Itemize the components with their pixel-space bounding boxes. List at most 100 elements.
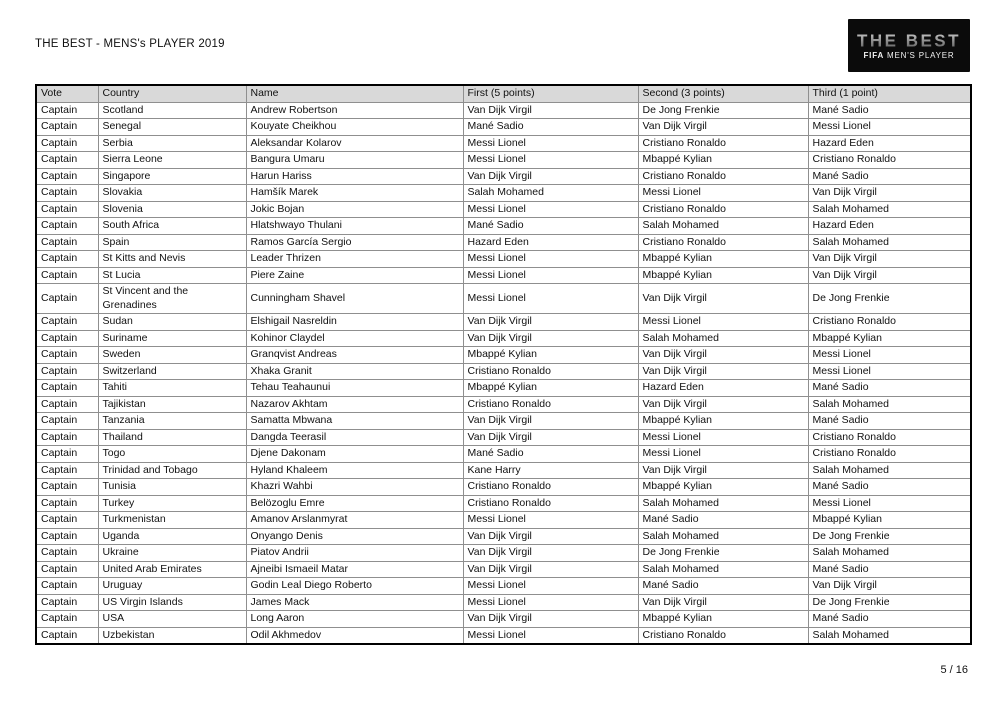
table-cell: Messi Lionel <box>637 428 809 446</box>
table-cell: De Jong Frenkie <box>807 593 972 611</box>
table-cell: Van Dijk Virgil <box>462 101 639 119</box>
table-cell: James Mack <box>245 593 464 611</box>
table-cell: Van Dijk Virgil <box>807 184 972 202</box>
table-cell: Salah Mohamed <box>637 527 809 545</box>
table-cell: Captain <box>35 461 99 479</box>
table-cell: Ajneibi Ismaeil Matar <box>245 560 464 578</box>
table-cell: De Jong Frenkie <box>637 101 809 119</box>
table-cell: Messi Lionel <box>462 577 639 595</box>
table-cell: Van Dijk Virgil <box>807 577 972 595</box>
table-cell: Messi Lionel <box>462 134 639 152</box>
table-cell: Hazard Eden <box>807 134 972 152</box>
table-cell: Captain <box>35 346 99 364</box>
table-row: Captain Sudan Elshigail Nasreldin Van Dijk … <box>35 313 972 331</box>
table-cell: Van Dijk Virgil <box>637 395 809 413</box>
table-cell: De Jong Frenkie <box>637 544 809 562</box>
table-cell: Turkey <box>97 494 247 512</box>
table-cell: Messi Lionel <box>637 313 809 331</box>
header-row: Vote Country Name First (5 points) Second (3… <box>35 84 972 103</box>
table-row: Captain USA Long Aaron Van Dijk Virgil Mbapp… <box>35 610 972 628</box>
table-cell: Captain <box>35 412 99 430</box>
table-cell: De Jong Frenkie <box>807 527 972 545</box>
table-cell: Odil Akhmedov <box>245 626 464 645</box>
table-cell: Turkmenistan <box>97 511 247 529</box>
table-cell: Captain <box>35 494 99 512</box>
table-cell: Captain <box>35 445 99 463</box>
table-cell: Captain <box>35 379 99 397</box>
table-row: Captain St Vincent and the Grenadines Cunn… <box>35 283 972 314</box>
table-cell: Mbappé Kylian <box>807 511 972 529</box>
page-number: 5 / 16 <box>940 664 968 676</box>
table-row: Captain St Lucia Piere Zaine Messi Lionel Mb… <box>35 266 972 284</box>
table-row: Captain South Africa Hlatshwayo Thulani Man… <box>35 217 972 235</box>
table-cell: Van Dijk Virgil <box>807 266 972 284</box>
table-cell: Kane Harry <box>462 461 639 479</box>
table-cell: Belözoglu Emre <box>245 494 464 512</box>
fifa-label: FIFA <box>863 50 885 60</box>
table-row: Captain Thailand Dangda Teerasil Van Dijk V… <box>35 428 972 446</box>
table-cell: Hazard Eden <box>807 217 972 235</box>
table-cell: Captain <box>35 266 99 284</box>
table-cell: Captain <box>35 478 99 496</box>
table-cell: Cristiano Ronaldo <box>637 167 809 185</box>
table-cell: Captain <box>35 362 99 380</box>
table-cell: Elshigail Nasreldin <box>245 313 464 331</box>
table-cell: Captain <box>35 151 99 169</box>
table-cell: Mbappé Kylian <box>637 412 809 430</box>
table-cell: De Jong Frenkie <box>807 283 972 314</box>
table-cell: Mané Sadio <box>637 577 809 595</box>
table-cell: Dangda Teerasil <box>245 428 464 446</box>
table-cell: Messi Lionel <box>462 200 639 218</box>
table-cell: Captain <box>35 511 99 529</box>
table-cell: Captain <box>35 544 99 562</box>
table-row: Captain Tanzania Samatta Mbwana Van Dijk Vi… <box>35 412 972 430</box>
table-cell: Kouyate Cheikhou <box>245 118 464 136</box>
table-row: Captain Turkmenistan Amanov Arslanmyrat Mes… <box>35 511 972 529</box>
votes-table: Vote Country Name First (5 points) Second (3… <box>35 84 972 645</box>
table-cell: Messi Lionel <box>462 511 639 529</box>
table-cell: Van Dijk Virgil <box>462 313 639 331</box>
votes-table-header: Vote Country Name First (5 points) Second (3… <box>35 84 972 103</box>
table-cell: Jokic Bojan <box>245 200 464 218</box>
table-cell: Uganda <box>97 527 247 545</box>
table-row: Captain US Virgin Islands James Mack Messi … <box>35 593 972 611</box>
table-cell: Sweden <box>97 346 247 364</box>
table-cell: Captain <box>35 395 99 413</box>
table-cell: Hyland Khaleem <box>245 461 464 479</box>
table-cell: Scotland <box>97 101 247 119</box>
page-title: THE BEST - MENS's PLAYER 2019 <box>35 38 225 50</box>
table-cell: Serbia <box>97 134 247 152</box>
table-cell: Captain <box>35 593 99 611</box>
table-cell: Captain <box>35 101 99 119</box>
table-cell: Van Dijk Virgil <box>462 329 639 347</box>
votes-table-body: Captain Scotland Andrew Robertson Van Dijk … <box>35 101 972 645</box>
table-cell: Ramos García Sergio <box>245 233 464 251</box>
table-cell: US Virgin Islands <box>97 593 247 611</box>
table-cell: Mbappé Kylian <box>637 250 809 268</box>
column-header: Third (1 point) <box>807 84 972 103</box>
table-cell: Singapore <box>97 167 247 185</box>
table-cell: Switzerland <box>97 362 247 380</box>
table-cell: Bangura Umaru <box>245 151 464 169</box>
table-cell: Captain <box>35 428 99 446</box>
table-cell: Messi Lionel <box>807 494 972 512</box>
table-cell: Cristiano Ronaldo <box>637 626 809 645</box>
table-cell: Sierra Leone <box>97 151 247 169</box>
table-cell: Salah Mohamed <box>807 626 972 645</box>
table-cell: Captain <box>35 329 99 347</box>
table-cell: Mané Sadio <box>807 167 972 185</box>
column-header: Country <box>97 84 247 103</box>
table-row: Captain Togo Djene Dakonam Mané Sadio Messi … <box>35 445 972 463</box>
table-cell: Van Dijk Virgil <box>637 461 809 479</box>
table-cell: Cristiano Ronaldo <box>807 313 972 331</box>
table-row: Captain Scotland Andrew Robertson Van Dijk … <box>35 101 972 119</box>
table-cell: Tanzania <box>97 412 247 430</box>
table-cell: Cristiano Ronaldo <box>462 395 639 413</box>
table-cell: Captain <box>35 313 99 331</box>
table-cell: Mané Sadio <box>462 118 639 136</box>
table-cell: St Lucia <box>97 266 247 284</box>
table-cell: Salah Mohamed <box>637 217 809 235</box>
table-cell: Amanov Arslanmyrat <box>245 511 464 529</box>
table-cell: Tehau Teahaunui <box>245 379 464 397</box>
table-cell: Slovenia <box>97 200 247 218</box>
